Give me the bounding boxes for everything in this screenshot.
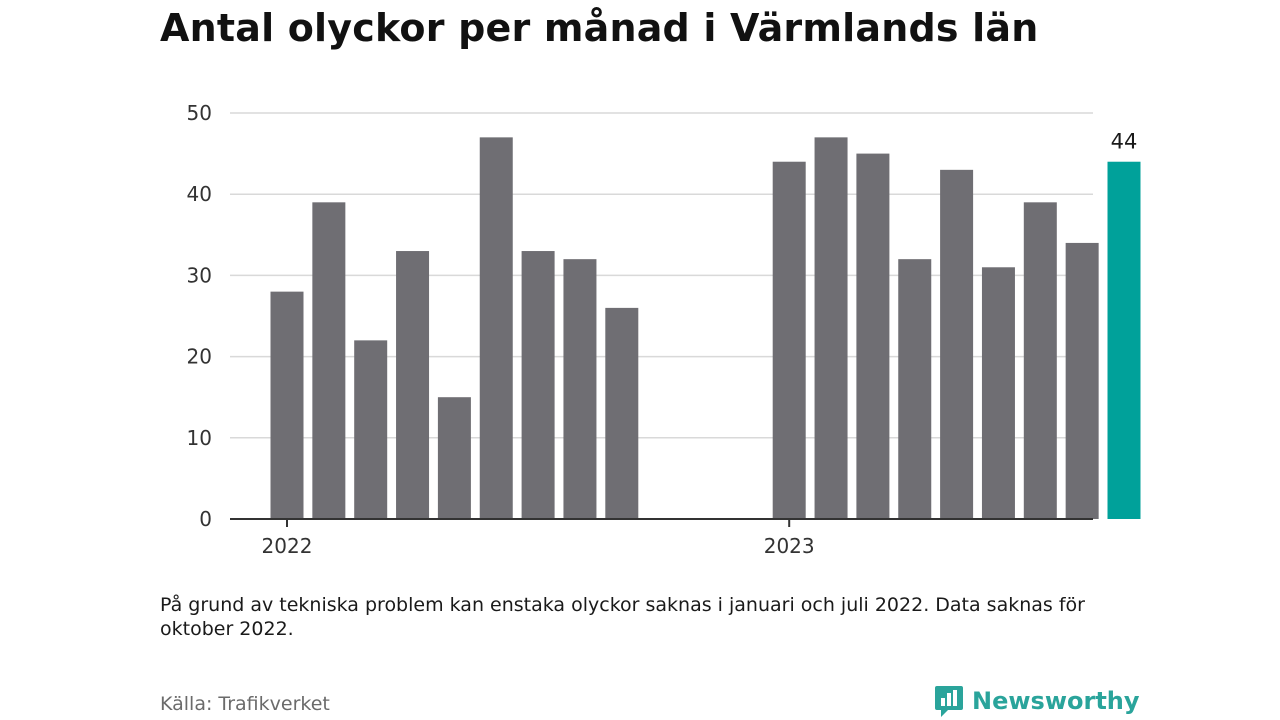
x-tick-label: 2022 [262, 534, 313, 558]
bar [1065, 242, 1099, 520]
y-tick-label: 50 [187, 101, 212, 125]
bar [856, 153, 890, 519]
bar [521, 251, 555, 520]
y-tick-label: 0 [199, 507, 212, 531]
bar [772, 161, 806, 519]
source-text: Källa: Trafikverket [160, 693, 330, 715]
y-tick-label: 20 [187, 345, 212, 369]
bar [1023, 202, 1057, 519]
bar [437, 397, 471, 519]
y-tick-label: 40 [187, 182, 212, 206]
bar [563, 259, 597, 519]
newsworthy-brand[interactable]: Newsworthy [934, 684, 1140, 718]
axes [230, 518, 1093, 527]
bar [312, 202, 346, 519]
chart-title: Antal olyckor per månad i Värmlands län [160, 6, 1039, 50]
bar-chart: 0 10 20 30 40 50 44 2022 2023 [187, 101, 1141, 558]
bar [981, 267, 1015, 519]
bar [479, 137, 513, 520]
newsworthy-logo-icon [935, 686, 963, 717]
y-tick-label: 10 [187, 426, 212, 450]
brand-name: Newsworthy [972, 687, 1140, 715]
bar [898, 259, 932, 519]
bar-highlight [1107, 161, 1141, 519]
bars [270, 137, 1141, 520]
x-tick-label: 2023 [764, 534, 815, 558]
chart-note: På grund av tekniska problem kan enstaka… [160, 594, 1085, 640]
bar [940, 169, 974, 519]
y-tick-label: 30 [187, 263, 212, 287]
bar [396, 251, 430, 520]
data-label: 44 [1111, 130, 1138, 154]
bar [354, 340, 388, 519]
bar [605, 307, 639, 519]
bar [814, 137, 848, 520]
bar [270, 291, 304, 519]
labels: 0 10 20 30 40 50 44 2022 2023 [187, 101, 1138, 558]
